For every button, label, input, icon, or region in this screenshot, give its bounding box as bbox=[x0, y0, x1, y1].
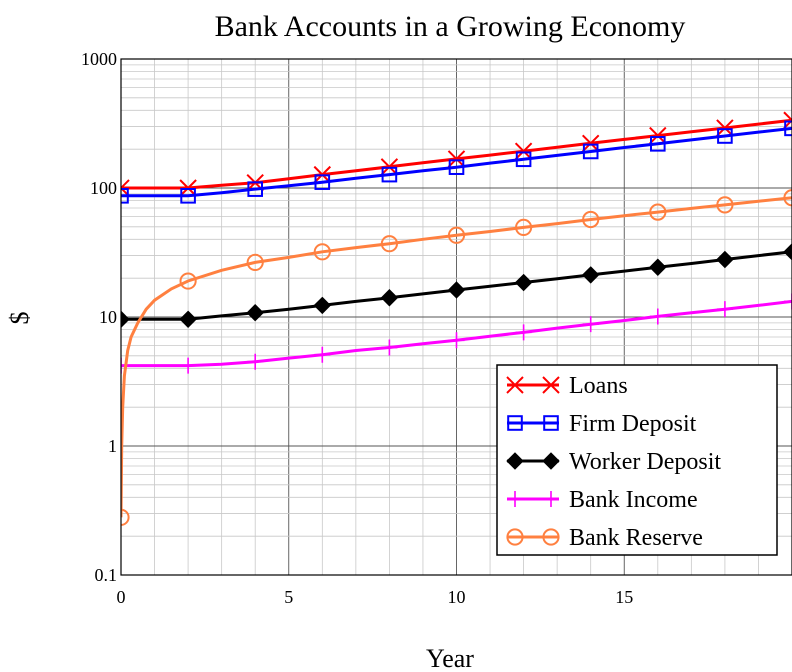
data-point bbox=[783, 189, 792, 207]
data-point bbox=[515, 324, 532, 341]
data-point bbox=[716, 250, 734, 269]
legend: Loans Firm Deposit Worker Deposit Bank Inco… bbox=[496, 364, 778, 556]
data-point bbox=[313, 296, 332, 315]
data-point bbox=[247, 353, 264, 370]
data-point bbox=[649, 126, 667, 145]
data-point bbox=[783, 243, 792, 261]
legend-marker bbox=[507, 491, 523, 507]
data-point bbox=[784, 120, 792, 137]
data-point bbox=[380, 289, 399, 307]
data-point bbox=[581, 134, 600, 153]
data-point bbox=[179, 310, 197, 328]
legend-label: Worker Deposit bbox=[569, 449, 721, 475]
data-point bbox=[716, 301, 733, 318]
y-tick-label: 1 bbox=[108, 436, 117, 456]
legend-label: Firm Deposit bbox=[569, 411, 697, 437]
data-point bbox=[313, 243, 331, 261]
legend-item: Loans bbox=[506, 373, 628, 399]
legend-marker bbox=[506, 376, 524, 394]
data-point bbox=[247, 181, 263, 197]
x-axis-label: Year bbox=[426, 644, 474, 672]
series-worker-deposit bbox=[121, 243, 792, 328]
legend-marker bbox=[543, 491, 559, 507]
data-point bbox=[179, 179, 197, 197]
data-point bbox=[121, 310, 130, 328]
data-point bbox=[514, 273, 533, 292]
data-point bbox=[448, 332, 465, 349]
data-point bbox=[783, 111, 792, 129]
data-point bbox=[649, 258, 667, 276]
data-point bbox=[180, 357, 197, 374]
x-tick-label: 0 bbox=[117, 587, 126, 607]
data-point bbox=[717, 128, 733, 144]
data-point bbox=[314, 346, 331, 363]
data-point bbox=[447, 281, 466, 299]
data-point bbox=[716, 196, 734, 214]
plot-frame bbox=[120, 58, 792, 576]
series-line bbox=[121, 126, 792, 198]
chart-title: Bank Accounts in a Growing Economy bbox=[215, 10, 686, 43]
data-point bbox=[515, 218, 533, 236]
data-point bbox=[448, 159, 465, 175]
legend-label: Loans bbox=[569, 373, 628, 399]
x-tick-label: 10 bbox=[448, 587, 466, 607]
data-point bbox=[381, 339, 398, 356]
data-point bbox=[380, 158, 399, 176]
plot-area bbox=[121, 111, 792, 526]
series-line bbox=[121, 196, 792, 518]
data-point bbox=[582, 143, 599, 160]
data-point bbox=[515, 151, 532, 168]
data-point bbox=[121, 179, 130, 197]
data-point bbox=[649, 308, 666, 325]
legend-marker bbox=[542, 528, 560, 546]
x-tick-label: 15 bbox=[615, 587, 633, 607]
y-tick-label: 10 bbox=[99, 307, 117, 327]
data-point bbox=[649, 203, 667, 221]
legend-marker bbox=[506, 528, 524, 546]
y-axis-label: $ bbox=[5, 312, 34, 325]
y-tick-label: 100 bbox=[90, 178, 117, 198]
data-point bbox=[246, 253, 264, 272]
data-point bbox=[380, 235, 398, 253]
data-point bbox=[121, 188, 129, 204]
legend-marker bbox=[506, 452, 524, 470]
legend-marker bbox=[543, 415, 559, 431]
y-tick-label: 0.1 bbox=[95, 565, 118, 585]
data-point bbox=[784, 293, 792, 310]
data-point bbox=[582, 210, 600, 229]
data-point bbox=[381, 166, 398, 183]
data-point bbox=[650, 136, 666, 152]
legend-marker bbox=[542, 452, 560, 470]
legend-item: Bank Reserve bbox=[506, 525, 703, 551]
series-loans bbox=[121, 111, 792, 197]
data-point bbox=[581, 266, 600, 284]
data-point bbox=[447, 150, 466, 168]
x-tick-label: 5 bbox=[284, 587, 293, 607]
data-point bbox=[179, 272, 197, 290]
data-point bbox=[246, 303, 264, 322]
data-point bbox=[180, 188, 196, 204]
legend-item: Bank Income bbox=[507, 487, 698, 513]
legend-marker bbox=[542, 376, 560, 394]
series-firm-deposit bbox=[121, 120, 792, 204]
data-point bbox=[314, 174, 331, 190]
legend-label: Bank Reserve bbox=[569, 525, 703, 551]
legend-item: Firm Deposit bbox=[507, 411, 697, 437]
data-point bbox=[514, 142, 533, 160]
legend-label: Bank Income bbox=[569, 487, 698, 513]
data-point bbox=[447, 226, 466, 244]
series-bank-income bbox=[121, 293, 792, 374]
tick-labels: 0 5 10 15 0.1 1 10 100 1000 bbox=[81, 49, 633, 607]
data-point bbox=[582, 316, 599, 333]
legend-marker bbox=[507, 415, 523, 431]
y-tick-label: 1000 bbox=[81, 49, 117, 69]
legend-item: Worker Deposit bbox=[506, 449, 721, 475]
data-point bbox=[716, 119, 734, 137]
